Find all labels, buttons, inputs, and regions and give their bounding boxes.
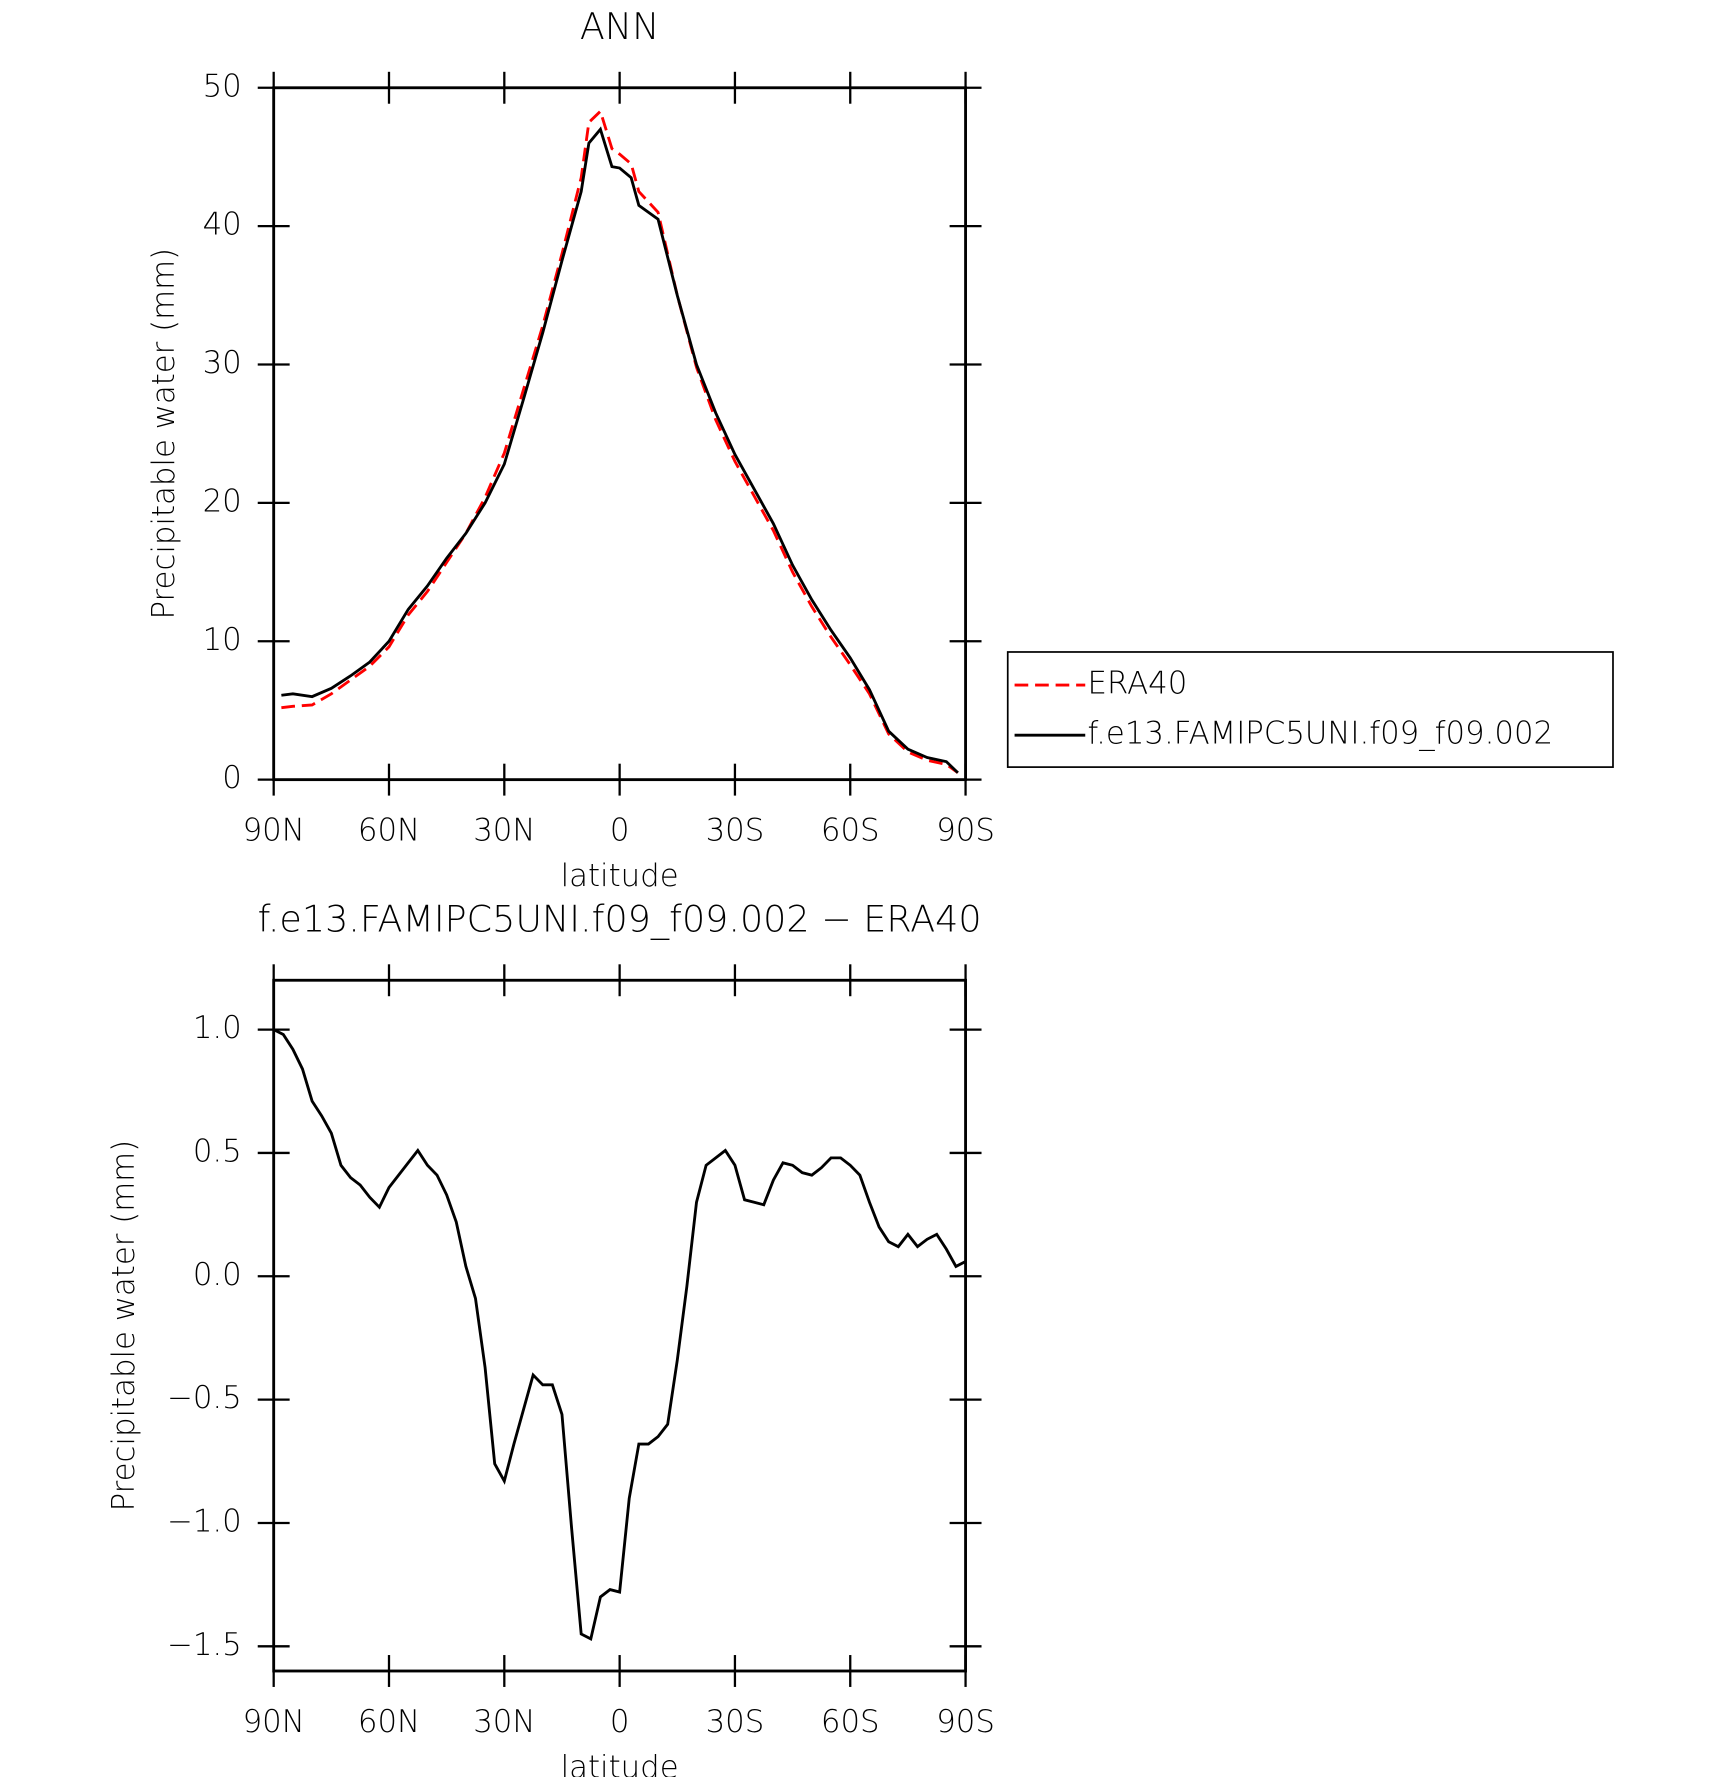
x-tick-label: 60N [358, 813, 420, 849]
y-tick-label: −1.0 [167, 1503, 242, 1539]
x-tick-label: 30S [706, 1704, 765, 1740]
x-tick-label: 60N [358, 1704, 420, 1740]
x-tick-label: 90S [936, 1704, 995, 1740]
y-tick-label: −0.5 [167, 1380, 242, 1416]
y-tick-label: 1.0 [193, 1010, 242, 1046]
y-tick-label: 0.5 [193, 1133, 242, 1169]
x-tick-label: 30S [706, 813, 765, 849]
legend-label: ERA40 [1088, 666, 1188, 702]
chart-title: ANN [580, 5, 660, 48]
y-tick-label: 0 [222, 760, 242, 796]
legend-box [1006, 651, 1614, 768]
x-tick-label: 60S [821, 1704, 880, 1740]
y-axis-label: Precipitable water (mm) [106, 1140, 142, 1512]
y-tick-label: 30 [203, 345, 242, 381]
y-tick-label: 20 [203, 483, 242, 519]
y-tick-label: 50 [203, 68, 242, 104]
x-tick-label: 0 [610, 813, 630, 849]
y-tick-label: −1.5 [167, 1627, 242, 1663]
y-tick-label: 0.0 [193, 1257, 242, 1293]
data-line [281, 126, 959, 774]
x-tick-label: 30N [473, 813, 535, 849]
data-line [273, 1028, 967, 1642]
x-tick-label: 90N [243, 813, 305, 849]
y-tick-label: 10 [203, 622, 242, 658]
x-tick-label: 60S [821, 813, 880, 849]
data-line [281, 108, 959, 774]
x-axis-label: latitude [561, 858, 679, 894]
x-axis-label: latitude [561, 1750, 679, 1777]
chart-title: f.e13.FAMIPC5UNI.f09_f09.002 − ERA40 [258, 897, 982, 941]
x-tick-label: 30N [473, 1704, 535, 1740]
x-tick-label: 0 [610, 1704, 630, 1740]
plot-frame [272, 86, 967, 782]
x-tick-label: 90N [243, 1704, 305, 1740]
plot-frame [272, 978, 967, 1673]
x-tick-label: 90S [936, 813, 995, 849]
y-axis-label: Precipitable water (mm) [146, 248, 182, 620]
y-tick-label: 40 [203, 207, 242, 243]
legend-label: f.e13.FAMIPC5UNI.f09_f09.002 [1088, 716, 1554, 752]
